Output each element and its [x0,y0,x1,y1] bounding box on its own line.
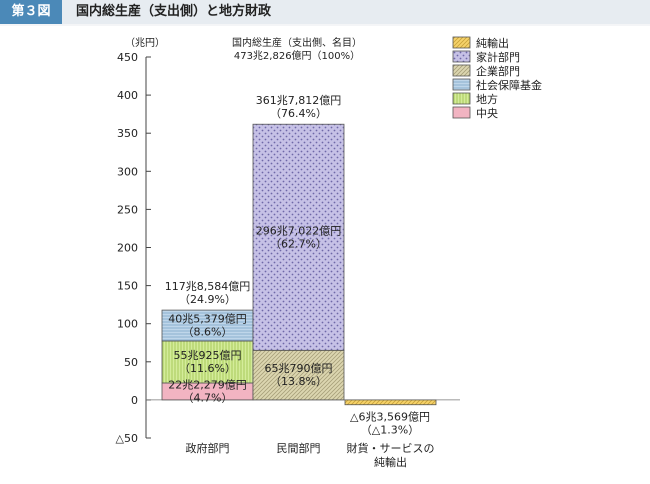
segment-label-corporate: 65兆790億円（13.8%） [265,362,333,388]
figure-title: 国内総生産（支出側）と地方財政 [76,4,272,19]
segment-label-central-line: 22兆2,279億円 [168,378,247,391]
bar-segment-net_exports [344,399,437,406]
y-tick-label: 400 [117,89,138,102]
grand-total-label-line: 国内総生産（支出側、名目） [232,36,362,49]
legend-label: 中央 [476,107,498,120]
chart-panel: △50 0 50 100 150 200 250 300 350 400 450 （兆円） 政府部門 民間… [0,26,650,484]
legend-label: 社会保障基金 [476,78,542,92]
legend-swatch-local [452,92,471,105]
x-category-label: 政府部門 [186,441,230,455]
stacked-bar-chart: △50 0 50 100 150 200 250 300 350 400 450 （兆円） 政府部門 民間… [116,36,542,469]
segment-label-social_security-line: 40兆5,379億円 [168,313,247,326]
y-tick-label: 50 [124,356,138,369]
segment-label-corporate-line: 65兆790億円 [265,362,333,375]
y-tick-label: 200 [117,242,138,255]
segment-label-central-line: （4.7%） [183,391,233,404]
bar-segment-corporate [252,349,345,401]
bar-total-label-line: 361兆7,812億円 [256,94,342,107]
x-category-label: 民間部門 [277,441,321,455]
y-tick-label: 0 [131,394,138,407]
bar-total-label-line: （76.4%） [270,107,327,120]
segment-label-net_exports: △6兆3,569億円（△1.3%） [350,411,430,437]
bar-segment-social_security [161,309,254,342]
bar-segment-household [252,123,345,351]
bar-layer [161,123,437,406]
segment-label-household: 296兆7,022億円（62.7%） [256,224,342,250]
x-category-label-line: 政府部門 [186,441,230,455]
legend-swatch-net_exports [452,36,471,49]
y-tick-label: 150 [117,280,138,293]
y-tick-label: 350 [117,127,138,140]
segment-label-local-line: （11.6%） [179,362,236,375]
bar-total-label-line: （24.9%） [179,293,236,306]
segment-label-local-line: 55兆925億円 [174,349,242,362]
legend-swatch-social_security [452,78,471,91]
legend-label: 地方 [476,92,498,106]
figure-number-badge: 第３図 [0,0,62,24]
legend-swatch-central [452,106,471,119]
y-tick-label: 300 [117,165,138,178]
legend-label: 家計部門 [476,50,520,64]
grand-total-label: 国内総生産（支出側、名目） 473兆2,826億円（100%） [232,36,362,62]
legend-label: 純輸出 [476,36,509,50]
segment-label-social_security-line: （8.6%） [183,326,233,339]
segment-label-household-line: 296兆7,022億円 [256,224,342,237]
segment-label-net_exports-line: （△1.3%） [361,424,419,437]
grand-total-label-line: 473兆2,826億円（100%） [234,49,360,62]
segment-label-central: 22兆2,279億円（4.7%） [168,378,247,404]
segment-label-corporate-line: （13.8%） [270,375,327,388]
header-bar: 第３図 国内総生産（支出側）と地方財政 [0,0,650,24]
legend-label: 企業部門 [476,64,520,78]
bar-total-label: 117兆8,584億円（24.9%） [165,280,251,306]
segment-label-net_exports-line: △6兆3,569億円 [350,411,430,424]
legend-swatch-corporate [452,64,471,77]
y-tick-label: 450 [117,51,138,64]
x-category-label-line: 財貨・サービスの [347,441,435,455]
y-tick-label: △50 [116,432,138,445]
segment-label-local: 55兆925億円（11.6%） [174,349,242,375]
bar-total-label-line: 117兆8,584億円 [165,280,251,293]
x-category-label-line: 純輸出 [374,455,407,469]
segment-label-household-line: （62.7%） [270,237,327,250]
legend-swatch-household [452,50,471,63]
x-category-label-line: 民間部門 [277,441,321,455]
y-tick-label: 100 [117,318,138,331]
axis-layer: △50 0 50 100 150 200 250 300 350 400 450 （兆円） 政府部門 民間… [116,37,460,469]
label-layer: 22兆2,279億円（4.7%） 55兆925億円（11.6%） 40兆5,379億… [165,36,430,437]
y-tick-label: 250 [117,203,138,216]
y-unit-label: （兆円） [125,37,165,49]
segment-label-social_security: 40兆5,379億円（8.6%） [168,313,247,339]
bar-total-label: 361兆7,812億円（76.4%） [256,94,342,120]
x-category-label: 財貨・サービスの純輸出 [347,441,435,469]
